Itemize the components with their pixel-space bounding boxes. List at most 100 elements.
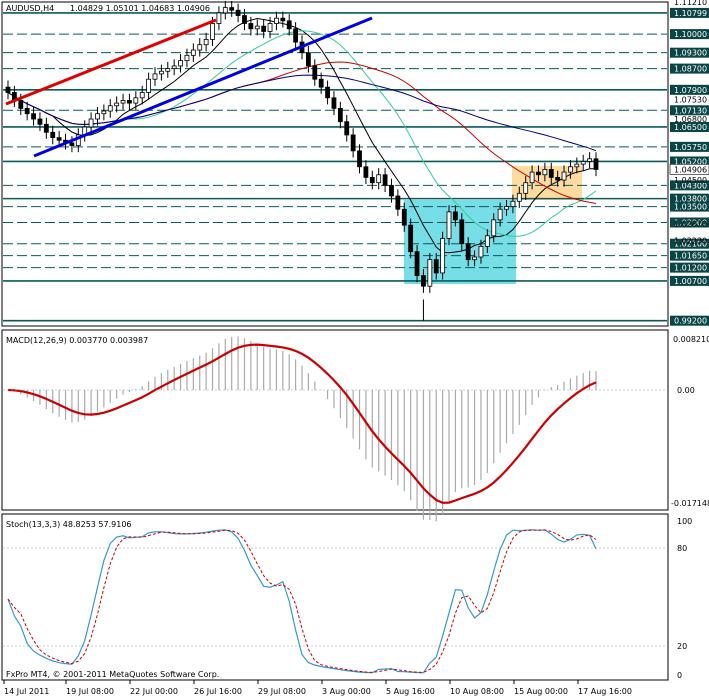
level-tag xyxy=(670,238,709,249)
channel-lower-line[interactable] xyxy=(33,16,373,158)
level-tag xyxy=(670,121,709,132)
ma-navy-line xyxy=(7,74,597,152)
candle-body xyxy=(254,25,260,30)
ohlc-readout: 1.04829 1.05101 1.04683 1.04906 xyxy=(70,4,210,13)
stoch-pane-frame xyxy=(1,513,669,681)
candle-body xyxy=(178,60,183,67)
candle-body xyxy=(376,174,382,184)
candle-body xyxy=(107,105,113,112)
x-tick-label: 5 Aug 16:00 xyxy=(386,687,435,696)
price-tick: 1.11210 xyxy=(674,0,707,7)
candle-body xyxy=(274,17,279,24)
x-tick-label: 29 Jul 08:00 xyxy=(258,687,306,696)
price-tick: 1.04500 xyxy=(674,176,707,185)
candle-body xyxy=(555,177,561,181)
candle-body xyxy=(305,52,311,67)
stoch-signal-line xyxy=(7,529,597,673)
candle-body xyxy=(587,158,593,162)
channel-upper-line[interactable] xyxy=(5,18,217,106)
level-tag xyxy=(670,275,709,286)
candle-body xyxy=(69,142,75,146)
candle-body xyxy=(529,171,535,184)
level-tag-label: 1.03800 xyxy=(674,195,707,204)
candle-body xyxy=(363,166,369,178)
candle-body xyxy=(261,25,267,32)
candle-body xyxy=(280,17,286,22)
price-tick: 1.06800 xyxy=(674,115,707,124)
candle-body xyxy=(50,131,56,138)
candle-body xyxy=(24,108,30,115)
level-tag-label: 1.05750 xyxy=(674,143,707,152)
candle-body xyxy=(516,192,522,202)
candle-body xyxy=(395,195,401,210)
x-tick-label: 26 Jul 16:00 xyxy=(194,687,242,696)
level-tag-label: 1.01650 xyxy=(674,252,707,261)
candle-body xyxy=(235,9,241,16)
level-tag-label: 1.07900 xyxy=(674,86,707,95)
x-tick-label: 3 Aug 00:00 xyxy=(322,687,371,696)
level-tag xyxy=(670,63,709,74)
stoch-tick-80: 80 xyxy=(677,544,687,553)
candle-body xyxy=(497,208,503,221)
horizontal-levels xyxy=(3,12,667,322)
x-tick-label: 17 Aug 16:00 xyxy=(578,687,632,696)
price-axis: 1.10799 1.10000 1.09300 1.08700 1.07900 1.071… xyxy=(669,0,709,326)
candle-body xyxy=(433,259,439,274)
candle-body xyxy=(325,86,330,99)
candle-body xyxy=(133,97,139,104)
stoch-tick-100: 100 xyxy=(677,517,692,526)
candle-body xyxy=(101,110,107,115)
candle-body xyxy=(523,182,529,194)
candle-body xyxy=(18,100,24,109)
candle-body xyxy=(190,49,196,56)
candle-body xyxy=(267,23,273,32)
level-tag-label: 1.01200 xyxy=(674,264,707,273)
price-tick: 1.02870 xyxy=(674,219,707,228)
x-tick-label: 14 Jul 2011 xyxy=(4,687,49,696)
level-tag-label: 1.06500 xyxy=(674,123,707,132)
x-tick-label: 15 Aug 00:00 xyxy=(514,687,568,696)
candle-body xyxy=(286,20,292,30)
candle-body xyxy=(120,100,126,104)
candle-body xyxy=(478,245,484,258)
candle-body xyxy=(37,118,43,125)
level-tag xyxy=(670,217,709,228)
level-tag-label: 1.07130 xyxy=(674,106,707,115)
candle-body xyxy=(548,169,554,178)
level-tag-label: 1.08700 xyxy=(674,65,707,74)
candle-body xyxy=(248,23,254,30)
stoch-title: Stoch(13,3,3) 48.8253 57.9106 xyxy=(6,520,132,529)
main-pane-frame xyxy=(1,1,669,327)
x-tick-label: 22 Jul 00:00 xyxy=(130,687,178,696)
candle-body xyxy=(561,171,567,181)
candle-body xyxy=(165,68,171,72)
candle-body xyxy=(127,100,132,104)
stoch-main-line xyxy=(7,529,597,674)
candles xyxy=(5,0,599,321)
candle-body xyxy=(171,65,177,70)
candle-body xyxy=(350,134,356,152)
candle-body xyxy=(459,219,465,245)
candle-body xyxy=(452,211,458,221)
price-tick: 1.07530 xyxy=(674,96,707,105)
level-tag-label: 1.05200 xyxy=(674,157,707,166)
candle-body xyxy=(593,158,599,170)
level-tag xyxy=(670,47,709,58)
candle-body xyxy=(504,206,509,210)
level-tag-label: 1.10000 xyxy=(674,30,707,39)
symbol-title: AUDUSD,H4 xyxy=(6,4,54,13)
macd-pane-frame xyxy=(1,329,669,511)
level-tag-label: 1.03500 xyxy=(674,203,707,212)
candle-body xyxy=(510,200,516,207)
candle-body xyxy=(465,243,471,261)
macd-histogram xyxy=(13,336,597,522)
candle-body xyxy=(152,73,158,80)
level-tag-label: 1.04300 xyxy=(674,181,707,190)
time-axis: 14 Jul 2011 19 Jul 08:00 22 Jul 00:00 26 Ju… xyxy=(3,680,632,696)
candle-body xyxy=(114,102,120,107)
level-tag xyxy=(670,156,709,167)
level-tag xyxy=(670,84,709,95)
level-tag-label: 1.02100 xyxy=(674,240,707,249)
candle-body xyxy=(184,54,190,62)
